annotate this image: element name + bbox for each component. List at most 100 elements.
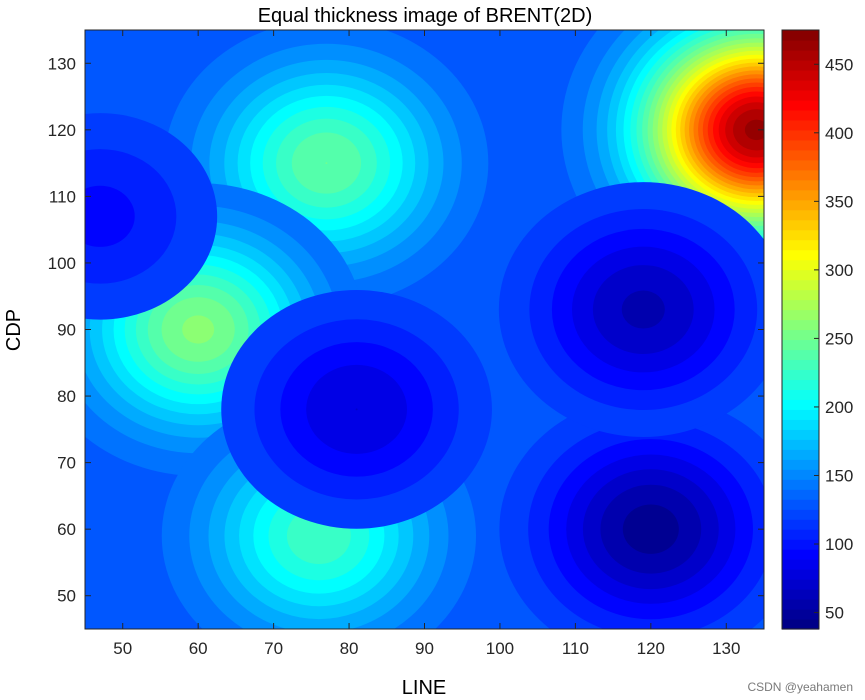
colorbar-band <box>782 499 819 510</box>
colorbar-band <box>782 229 819 241</box>
colorbar-tick-label: 200 <box>825 398 853 417</box>
y-tick-label: 80 <box>57 387 76 406</box>
colorbar-band <box>782 169 819 181</box>
colorbar-band <box>782 339 819 351</box>
colorbar-frame <box>781 29 820 630</box>
x-tick-label: 120 <box>637 639 665 658</box>
colorbar-band <box>782 469 819 480</box>
contour-feature-maximum-1 <box>164 30 489 306</box>
x-axis: 50 60 70 80 90 100 110 120 130 <box>113 30 740 658</box>
colorbar-band <box>782 619 819 630</box>
colorbar-band <box>782 369 819 381</box>
y-tick-label: 100 <box>48 254 76 273</box>
colorbar-band <box>782 439 819 450</box>
colorbar-band <box>782 219 819 231</box>
colorbar-band <box>782 159 819 171</box>
colorbar-band <box>782 179 819 191</box>
colorbar-band <box>782 449 819 460</box>
colorbar-band <box>782 269 819 281</box>
colorbar-band <box>782 459 819 470</box>
colorbar-band <box>782 89 819 101</box>
colorbar-band <box>782 299 819 311</box>
chart-title: Equal thickness image of BRENT(2D) <box>258 5 593 27</box>
colorbar-band <box>782 149 819 161</box>
contour-band <box>744 119 764 141</box>
colorbar-band <box>782 539 819 550</box>
contour-band <box>621 290 665 329</box>
y-tick-label: 120 <box>48 121 76 140</box>
x-tick-label: 130 <box>712 639 740 658</box>
colorbar-band <box>782 309 819 321</box>
x-tick-label: 100 <box>486 639 514 658</box>
colorbar-band <box>782 419 819 430</box>
colorbar-tick-label: 100 <box>825 535 853 554</box>
colorbar-band <box>782 249 819 261</box>
colorbar-band <box>782 329 819 341</box>
y-tick-label: 60 <box>57 520 76 539</box>
colorbar-band <box>782 379 819 390</box>
contour-band <box>325 162 328 165</box>
colorbar-band <box>782 49 819 61</box>
x-tick-label: 50 <box>113 639 132 658</box>
colorbar-band <box>782 549 819 560</box>
y-tick-label: 70 <box>57 454 76 473</box>
colorbar-band <box>782 59 819 71</box>
colorbar-band <box>782 579 819 590</box>
colorbar-band <box>782 519 819 530</box>
colorbar-band <box>782 259 819 271</box>
colorbar-band <box>782 609 819 620</box>
colorbar-band <box>782 479 819 490</box>
contour-band <box>622 504 679 554</box>
colorbar-band <box>782 319 819 331</box>
colorbar-band <box>782 109 819 121</box>
colorbar-band <box>782 99 819 111</box>
colorbar-tick-label: 250 <box>825 329 853 348</box>
colorbar-band <box>782 239 819 251</box>
colorbar-tick-label: 450 <box>825 55 853 74</box>
colorbar-band <box>782 279 819 291</box>
x-tick-label: 60 <box>189 639 208 658</box>
contour-feature-minimum-4 <box>499 395 764 629</box>
colorbar-band <box>782 30 819 41</box>
colorbar-band <box>782 389 819 400</box>
colorbar-band <box>782 349 819 361</box>
colorbar-tick-label: 400 <box>825 124 853 143</box>
colorbar-band <box>782 569 819 580</box>
y-tick-label: 90 <box>57 321 76 340</box>
colorbar-band <box>782 129 819 141</box>
colorbar-band <box>782 359 819 371</box>
y-axis: 50 60 70 80 90 100 110 120 130 <box>48 54 764 606</box>
colorbar-band <box>782 79 819 91</box>
colorbar: 50 100 150 200 250 300 350 400 450 <box>781 29 853 630</box>
contour-feature-minimum-5 <box>498 182 764 437</box>
colorbar-band <box>782 39 819 51</box>
colorbar-band <box>782 139 819 151</box>
colorbar-tick-label: 150 <box>825 466 853 485</box>
colorbar-band <box>782 589 819 600</box>
colorbar-tick-label: 350 <box>825 192 853 211</box>
colorbar-band <box>782 209 819 221</box>
colorbar-band <box>782 599 819 610</box>
colorbar-band <box>782 189 819 201</box>
colorbar-band <box>782 289 819 301</box>
x-tick-label: 70 <box>264 639 283 658</box>
y-tick-label: 110 <box>49 187 76 206</box>
colorbar-band <box>782 69 819 81</box>
colorbar-band <box>782 409 819 420</box>
y-tick-label: 130 <box>48 54 76 73</box>
colorbar-tick-label: 300 <box>825 261 853 280</box>
colorbar-tick-label: 50 <box>825 604 844 623</box>
y-tick-label: 50 <box>57 587 76 606</box>
colorbar-band <box>782 399 819 410</box>
contour-feature-minimum-7 <box>85 113 218 320</box>
plot-area <box>85 30 764 629</box>
x-axis-label: LINE <box>402 677 446 699</box>
contour-band <box>85 185 135 247</box>
contour-feature-minimum-6 <box>221 289 492 529</box>
contour-band <box>182 315 215 344</box>
colorbar-band <box>782 559 819 570</box>
colorbar-band <box>782 509 819 520</box>
colorbar-band <box>782 489 819 500</box>
contour-band <box>355 408 358 411</box>
